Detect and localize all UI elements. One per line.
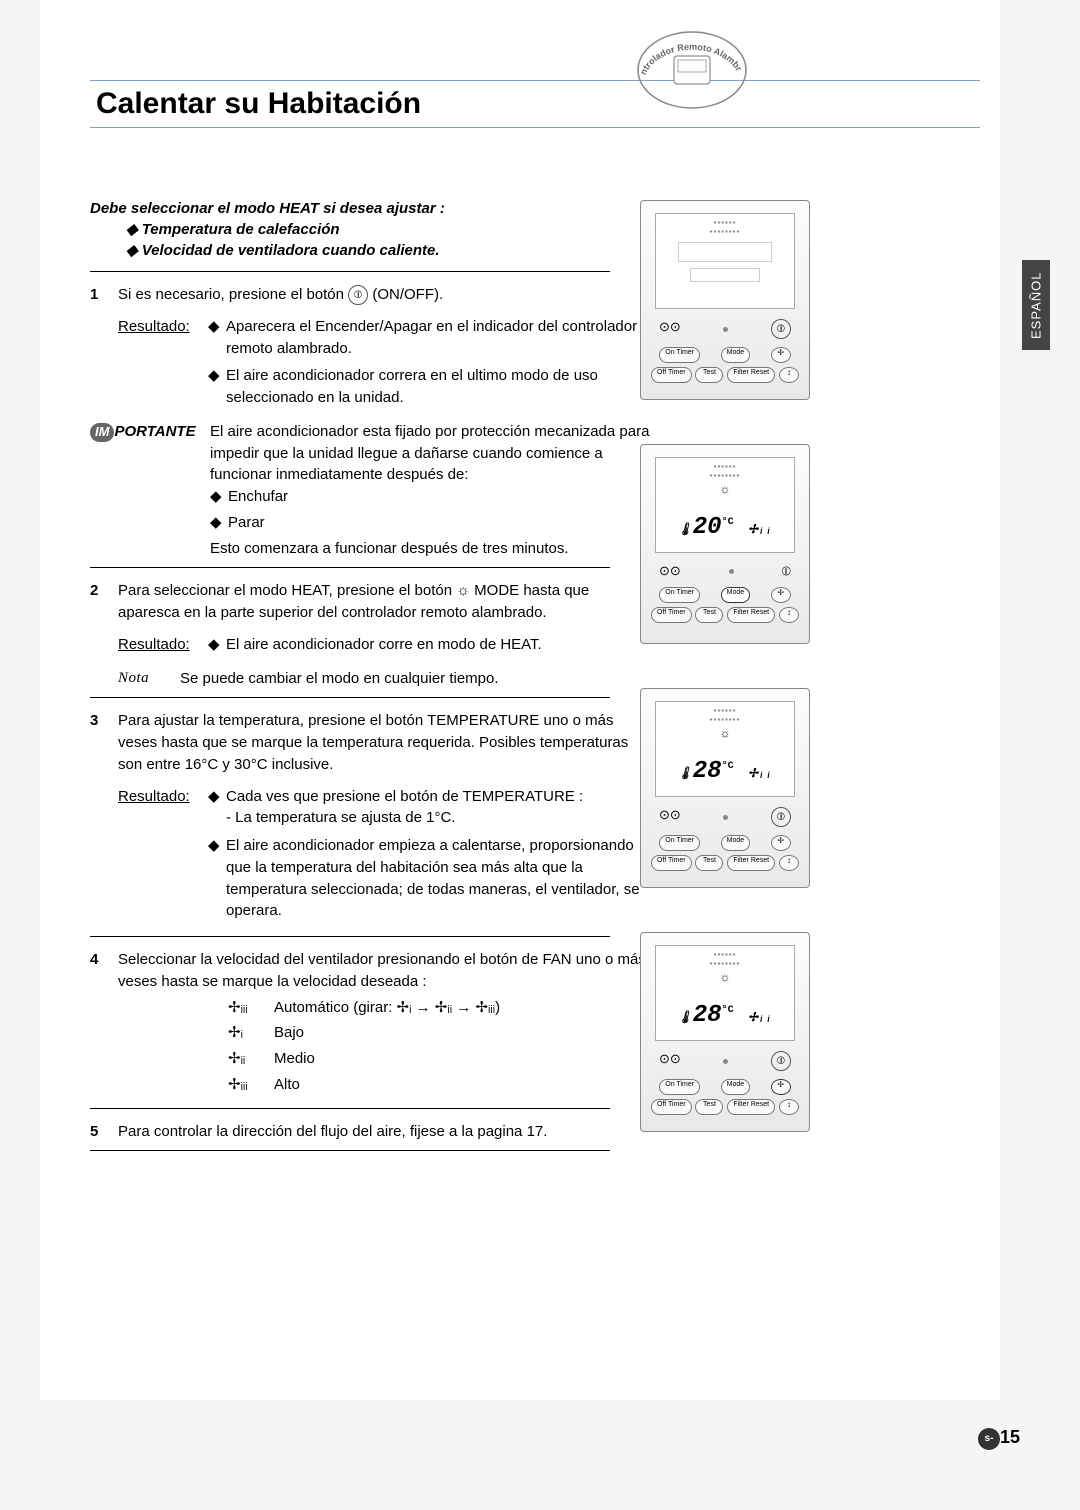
- intro-line: Debe seleccionar el modo HEAT si desea a…: [90, 198, 650, 219]
- step-number: 5: [90, 1121, 118, 1143]
- separator: [90, 567, 610, 568]
- intro-bullet: ◆ Temperatura de calefacción: [90, 219, 650, 240]
- language-tab: ESPAÑOL: [1022, 260, 1050, 350]
- important-block: IMPORTANTE El aire acondicionador esta f…: [90, 421, 650, 560]
- power-icon: ⦶: [771, 319, 791, 339]
- separator: [90, 1150, 610, 1151]
- heat-mode-icon: ☼: [660, 970, 790, 984]
- manual-page: Controlador Remoto Alambrado Calentar su…: [40, 0, 1000, 1400]
- temp-down-icon: ⊙⊙: [659, 319, 681, 339]
- title-bar: Calentar su Habitación: [90, 80, 980, 128]
- fan-high-icon: ✢ᵢᵢᵢ: [228, 1074, 274, 1096]
- page-title: Calentar su Habitación: [96, 87, 980, 121]
- page-number: s-15: [978, 1427, 1020, 1450]
- step-4: 4 Seleccionar la velocidad del ventilado…: [90, 949, 650, 1100]
- onoff-icon: ⦶: [348, 285, 368, 305]
- separator: [90, 697, 610, 698]
- fan-low-icon: ✢ᵢ: [228, 1022, 274, 1044]
- result-label: Resultado:: [118, 786, 208, 929]
- heat-mode-icon: ☼: [660, 726, 790, 740]
- swing-btn-icon: ↕: [779, 367, 799, 383]
- fan-btn-icon: ✢: [771, 347, 791, 363]
- result-label: Resultado:: [118, 634, 208, 662]
- step-5: 5 Para controlar la dirección del flujo …: [90, 1121, 650, 1143]
- separator: [90, 1108, 610, 1109]
- step-number: 4: [90, 949, 118, 1100]
- intro-bullet: ◆ Velocidad de ventiladora cuando calien…: [90, 240, 650, 261]
- step-number: 2: [90, 580, 118, 689]
- logo-remote-badge: Controlador Remoto Alambrado: [632, 28, 752, 113]
- remote-3: ▪▪▪▪▪▪▪▪▪▪▪▪▪▪ ☼ 🌡28°C ✢ᵢᵢ ⊙⊙⦶ On TimerM…: [640, 688, 810, 888]
- sun-icon: ☼: [456, 582, 470, 599]
- step-number: 3: [90, 710, 118, 928]
- step-2: 2 Para seleccionar el modo HEAT, presion…: [90, 580, 650, 689]
- intro-block: Debe seleccionar el modo HEAT si desea a…: [90, 198, 650, 261]
- step-1: 1 Si es necesario, presione el botón ⦶ (…: [90, 284, 650, 415]
- important-badge: IMPORTANTE: [90, 421, 210, 560]
- power-icon: ⦶: [782, 563, 791, 579]
- nota-label: Nota: [118, 668, 180, 690]
- separator: [90, 936, 610, 937]
- remote-2: ▪▪▪▪▪▪▪▪▪▪▪▪▪▪ ☼ 🌡20°C ✢ᵢᵢ ⊙⊙⦶ On TimerM…: [640, 444, 810, 644]
- heat-mode-icon: ☼: [660, 482, 790, 496]
- fan-auto-icon: ✢ᵢᵢᵢ: [228, 997, 274, 1019]
- fan-med-icon: ✢ᵢᵢ: [228, 1048, 274, 1070]
- remote-4: ▪▪▪▪▪▪▪▪▪▪▪▪▪▪ ☼ 🌡28°C ✢ᵢᵢ ⊙⊙⦶ On TimerM…: [640, 932, 810, 1132]
- separator: [90, 271, 610, 272]
- main-content: Debe seleccionar el modo HEAT si desea a…: [90, 198, 650, 1151]
- remote-1: ▪▪▪▪▪▪▪▪▪▪▪▪▪▪ ⊙⊙⦶ On TimerMode✢ Off Tim…: [640, 200, 810, 400]
- step-number: 1: [90, 284, 118, 415]
- step-3: 3 Para ajustar la temperatura, presione …: [90, 710, 650, 928]
- result-label: Resultado:: [118, 316, 208, 415]
- temp-down-icon: ⊙⊙: [659, 807, 681, 827]
- power-icon: ⦶: [771, 1051, 791, 1071]
- remote-illustrations: ▪▪▪▪▪▪▪▪▪▪▪▪▪▪ ⊙⊙⦶ On TimerMode✢ Off Tim…: [640, 200, 820, 1176]
- temp-down-icon: ⊙⊙: [659, 1051, 681, 1071]
- power-icon: ⦶: [771, 807, 791, 827]
- fan-speed-table: ✢ᵢᵢᵢAutomático (girar: ✢ᵢ → ✢ᵢᵢ → ✢ᵢᵢᵢ) …: [228, 997, 650, 1096]
- temp-down-icon: ⊙⊙: [659, 563, 681, 579]
